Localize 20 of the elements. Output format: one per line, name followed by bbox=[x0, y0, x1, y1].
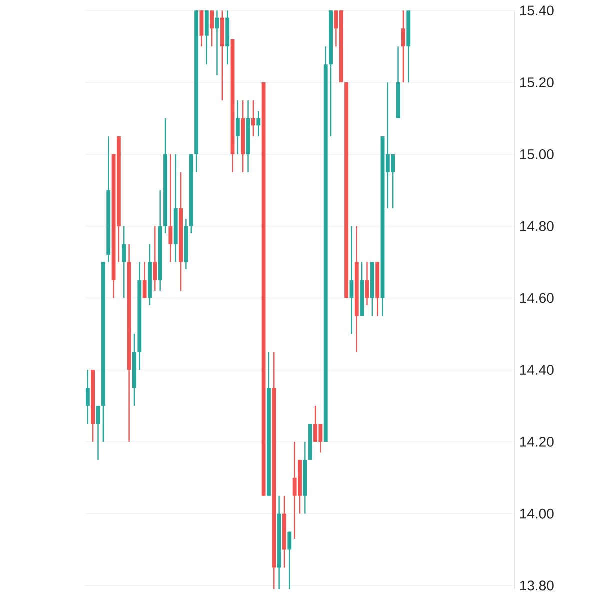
candlestick bbox=[401, 10, 406, 84]
y-tick-label: 14.80 bbox=[520, 221, 554, 232]
y-tick-label: 14.60 bbox=[520, 293, 554, 304]
candlestick bbox=[86, 369, 90, 425]
y-tick-label: 14.20 bbox=[520, 437, 554, 447]
y-tick-label: 15.20 bbox=[520, 78, 554, 88]
y-tick-label: 15.00 bbox=[520, 149, 554, 160]
y-tick-label: 14.40 bbox=[520, 365, 554, 376]
y-tick-label: 15.40 bbox=[520, 6, 554, 16]
candlestick bbox=[142, 262, 147, 299]
candlestick bbox=[256, 110, 261, 138]
y-tick-label: 13.80 bbox=[520, 580, 554, 591]
candlestick bbox=[251, 100, 256, 138]
candlestick bbox=[288, 531, 292, 590]
candlestick bbox=[153, 226, 158, 292]
y-tick-label: 14.00 bbox=[520, 508, 554, 519]
candlestick bbox=[210, 10, 214, 48]
candlestick bbox=[168, 154, 173, 263]
candlestick bbox=[236, 100, 240, 156]
candlestick bbox=[122, 226, 126, 299]
